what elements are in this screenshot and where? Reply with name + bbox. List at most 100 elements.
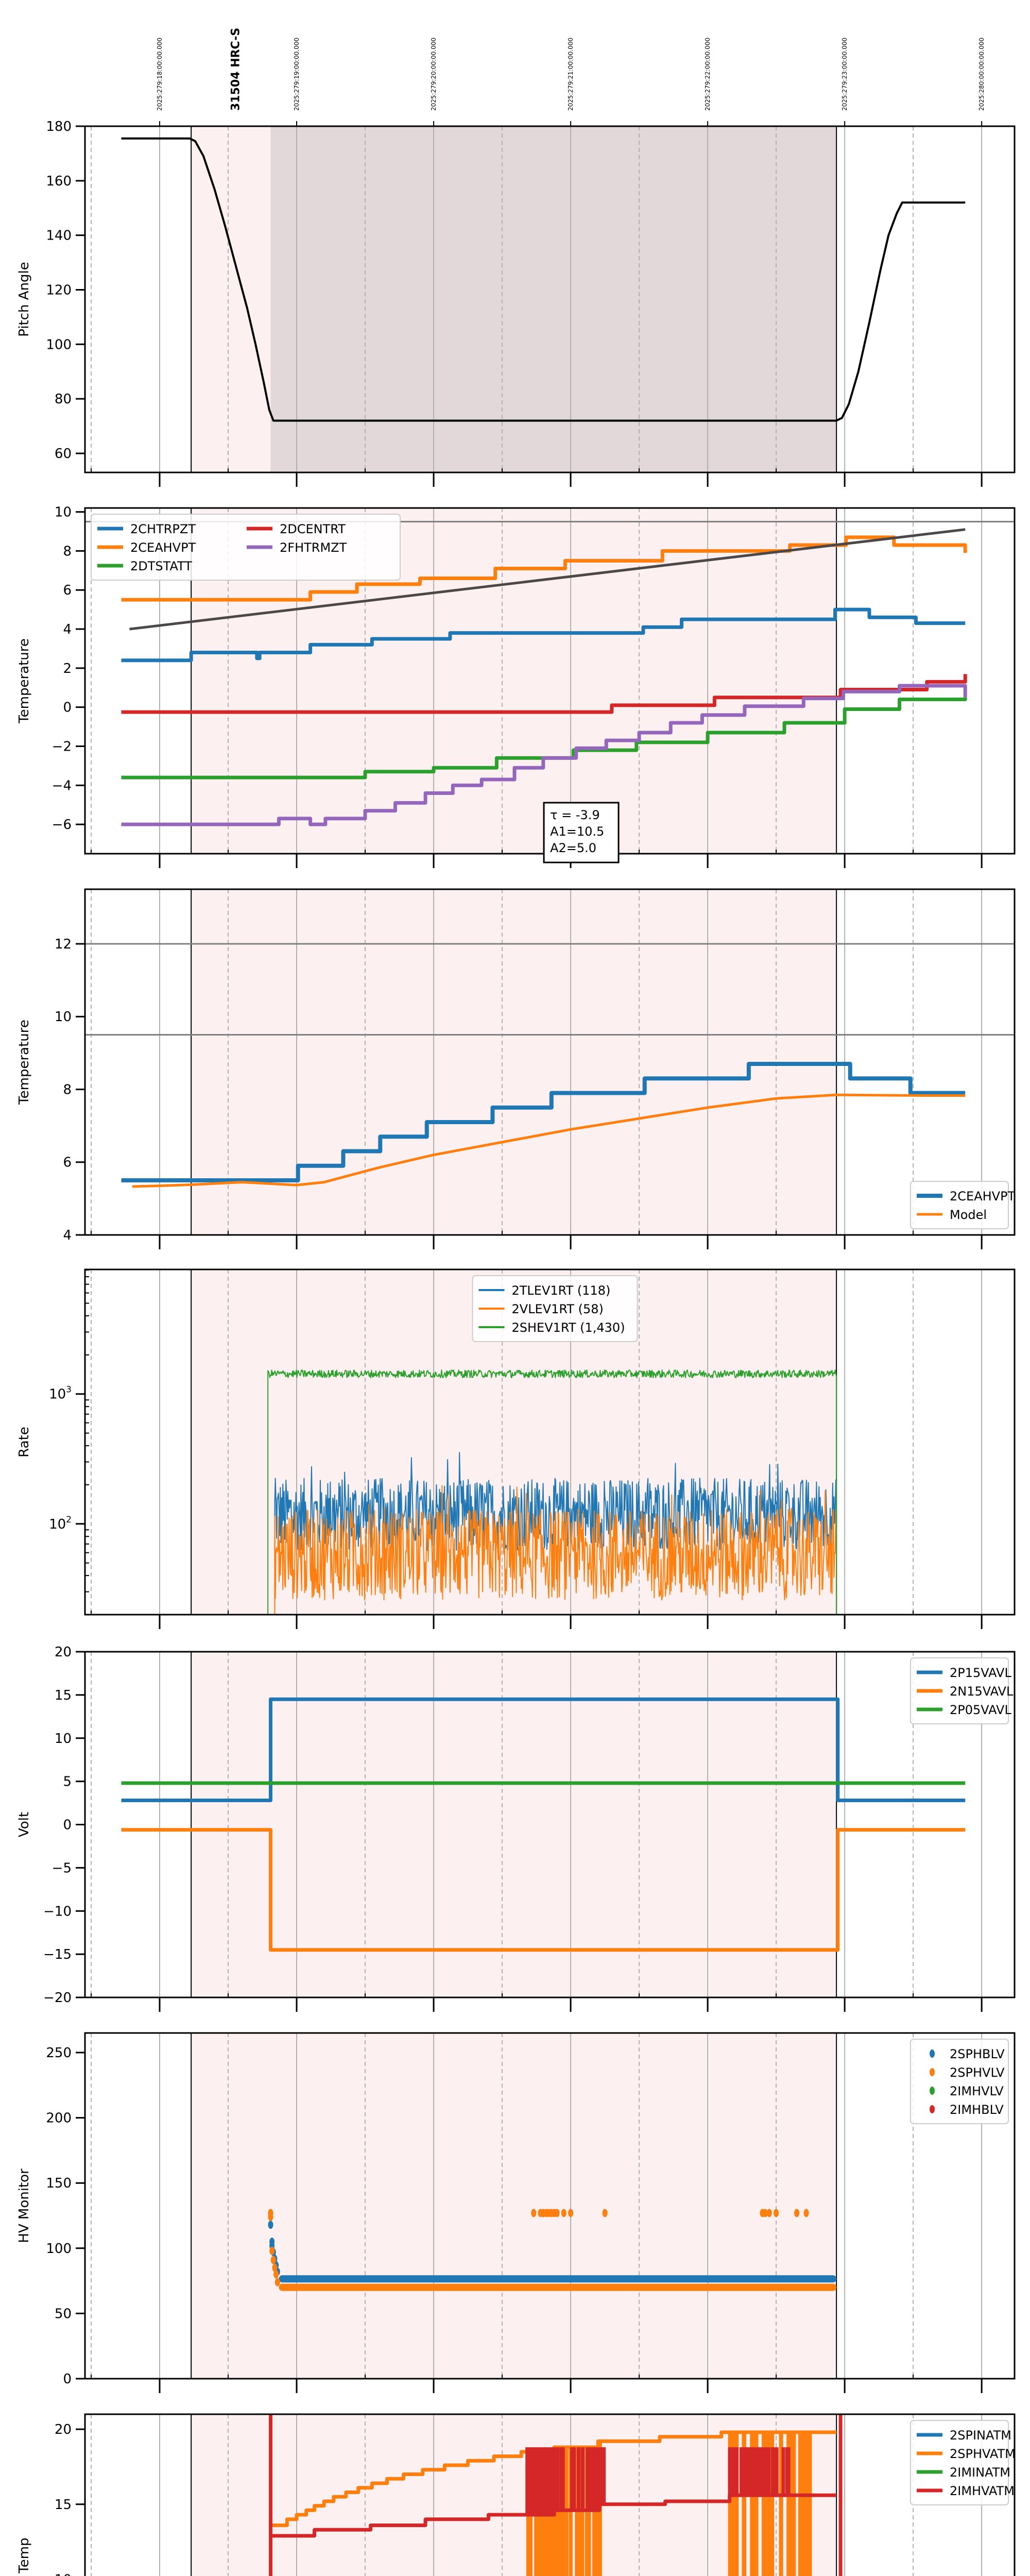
top-time-labels: 2025:279:18:00:00.000 2025:279:19:00:00.0… (156, 28, 985, 111)
legend-box (910, 1181, 1009, 1229)
legend-label: 2SPHVLV (950, 2065, 1005, 2080)
legend-item[interactable]: 2CEAHVPT (917, 1189, 1016, 1204)
legend-item[interactable]: 2FHTRMZT (247, 540, 347, 555)
legend-label: 2CEAHVPT (950, 1189, 1016, 1204)
legend-label: 2TLEV1RT (118) (512, 1283, 611, 1298)
axes-frame (84, 888, 1016, 1236)
annotation-frame (543, 802, 620, 863)
series-2tlev1rt (274, 1452, 837, 1615)
legend-item[interactable]: 2CHTRPZT (97, 522, 196, 536)
y-axis: 60 80 100 120 140 160 180 (46, 119, 85, 462)
plot-area (121, 528, 967, 826)
legend-item[interactable]: 2N15VAVL (917, 1684, 1014, 1699)
y-tick-label: 0 (63, 2371, 72, 2387)
panel-pitch: 60 80 100 120 140 160 180 Pitch Angle (16, 119, 1016, 487)
top-time-label: 2025:279:20:00:00.000 (430, 38, 437, 111)
legend: 2CEAHVPT Model (910, 1181, 1016, 1229)
series-2shev1rt (267, 1369, 837, 1615)
legend-item[interactable]: Model (917, 1208, 987, 1222)
y-tick-label: 4 (63, 1228, 72, 1243)
data-point-band (279, 2283, 837, 2291)
legend-label: 2IMHVATM (950, 2484, 1015, 2498)
legend-item[interactable]: 2SHEV1RT (1,430) (478, 1320, 625, 1335)
data-point (270, 2256, 276, 2264)
y-tick-label: 80 (55, 392, 72, 407)
legend-marker (930, 2068, 935, 2076)
plot-area (268, 2209, 837, 2291)
plot-area (268, 2414, 843, 2576)
legend: 2P15VAVL 2N15VAVL 2P05VAVL (910, 1657, 1014, 1724)
y-tick-label: 100 (46, 337, 72, 352)
legend-box (91, 514, 401, 581)
panel-model-compare: 4 6 8 10 12 Temperature 2CEAHVPT Model (16, 888, 1016, 1249)
annotation-line: A1=10.5 (550, 824, 604, 839)
y-tick-label: 140 (46, 228, 72, 244)
plot-area (121, 1697, 966, 1952)
series-2imhvatm-glitch (525, 2447, 606, 2515)
y-axis-label: Temperature (16, 1020, 32, 1105)
legend: 2SPINATM 2SPHVATM 2IMINATM 2IMHVATM (910, 2420, 1016, 2505)
legend-item[interactable]: 2IMHVATM (917, 2484, 1015, 2498)
legend-label: 2DTSTATT (130, 559, 192, 573)
series-2ceahvpt (121, 1062, 966, 1183)
legend-item[interactable]: 2P15VAVL (917, 1666, 1011, 1680)
legend-label: 2P05VAVL (950, 1703, 1011, 1717)
data-point (554, 2209, 560, 2217)
legend-item[interactable]: 2SPINATM (917, 2428, 1011, 2443)
panel-volts: −20−15−10−505101520Volt2P15VAVL2N15VAVL2… (16, 1645, 1016, 2012)
legend-label: 2P15VAVL (950, 1666, 1011, 1680)
legend-item[interactable]: 2IMINATM (917, 2465, 1010, 2480)
data-point (568, 2209, 574, 2217)
data-point (273, 2270, 279, 2279)
data-point (803, 2209, 809, 2217)
annotation-line: A2=5.0 (550, 841, 596, 855)
data-point (269, 2246, 275, 2255)
annotation-line: τ = -3.9 (550, 808, 600, 822)
legend-marker (930, 2105, 935, 2113)
legend-item[interactable]: 2TLEV1RT (118) (478, 1283, 611, 1298)
y-tick-label: 0 (63, 1818, 72, 1833)
y-axis: 4 6 8 10 12 (55, 937, 85, 1243)
y-tick-label: −20 (43, 1990, 72, 2006)
legend-item[interactable]: 2SPHVATM (917, 2447, 1016, 2461)
plot-area (121, 137, 966, 422)
y-tick-label: 160 (46, 174, 72, 189)
series-2sphvatm-glitch (526, 2441, 602, 2576)
y-tick-label: 60 (55, 446, 72, 462)
panel-rates: 102 103 Rate 2TLEV1RT (118) 2VLEV1RT (58) 2SH… (16, 1268, 1016, 1629)
y-tick-label: 120 (46, 282, 72, 298)
legend: 2SPHBLV 2SPHVLV 2IMHVLV 2IMHBLV (910, 2039, 1009, 2124)
axes-frame (84, 2032, 1016, 2380)
y-axis: −6 −4 −2 0 2 4 6 8 10 (52, 505, 85, 833)
series-2dtstatt (121, 697, 967, 779)
top-time-label: 2025:279:23:00:00.000 (841, 38, 848, 111)
series-model (129, 528, 966, 631)
data-point (274, 2278, 280, 2286)
data-point (531, 2209, 537, 2217)
observation-span (191, 889, 837, 1235)
y-tick-label: 4 (63, 622, 72, 637)
legend-item[interactable]: 2SPHVLV (930, 2065, 1005, 2080)
data-point (268, 2213, 273, 2222)
legend-box (910, 2039, 1009, 2124)
series-2fhtrmzt (121, 684, 967, 826)
legend-item[interactable]: 2VLEV1RT (58) (478, 1302, 604, 1316)
legend-item[interactable]: 2IMHVLV (930, 2084, 1004, 2098)
legend: 2CHTRPZT 2CEAHVPT 2DTSTATT 2DCENTRT 2FHTRMZT (91, 514, 401, 581)
plot-area (267, 1369, 837, 1615)
axes-frame (84, 125, 1016, 473)
legend-item[interactable]: 2DCENTRT (247, 522, 346, 536)
data-point (762, 2209, 768, 2217)
data-point-band (279, 2275, 837, 2283)
legend-item[interactable]: 2CEAHVPT (97, 540, 196, 555)
y-tick-label: 10 (55, 505, 72, 520)
legend-item[interactable]: 2P05VAVL (917, 1703, 1011, 1717)
y-tick-label: 150 (46, 2176, 72, 2191)
y-axis-label: Volt (16, 1812, 32, 1837)
legend-item[interactable]: 2SPHBLV (930, 2047, 1005, 2061)
legend-item[interactable]: 2DTSTATT (97, 559, 192, 573)
legend-item[interactable]: 2IMHBLV (930, 2103, 1004, 2117)
legend-box (910, 1657, 1009, 1724)
y-tick-label: 8 (63, 544, 72, 559)
y-tick-label: 0 (63, 700, 72, 716)
